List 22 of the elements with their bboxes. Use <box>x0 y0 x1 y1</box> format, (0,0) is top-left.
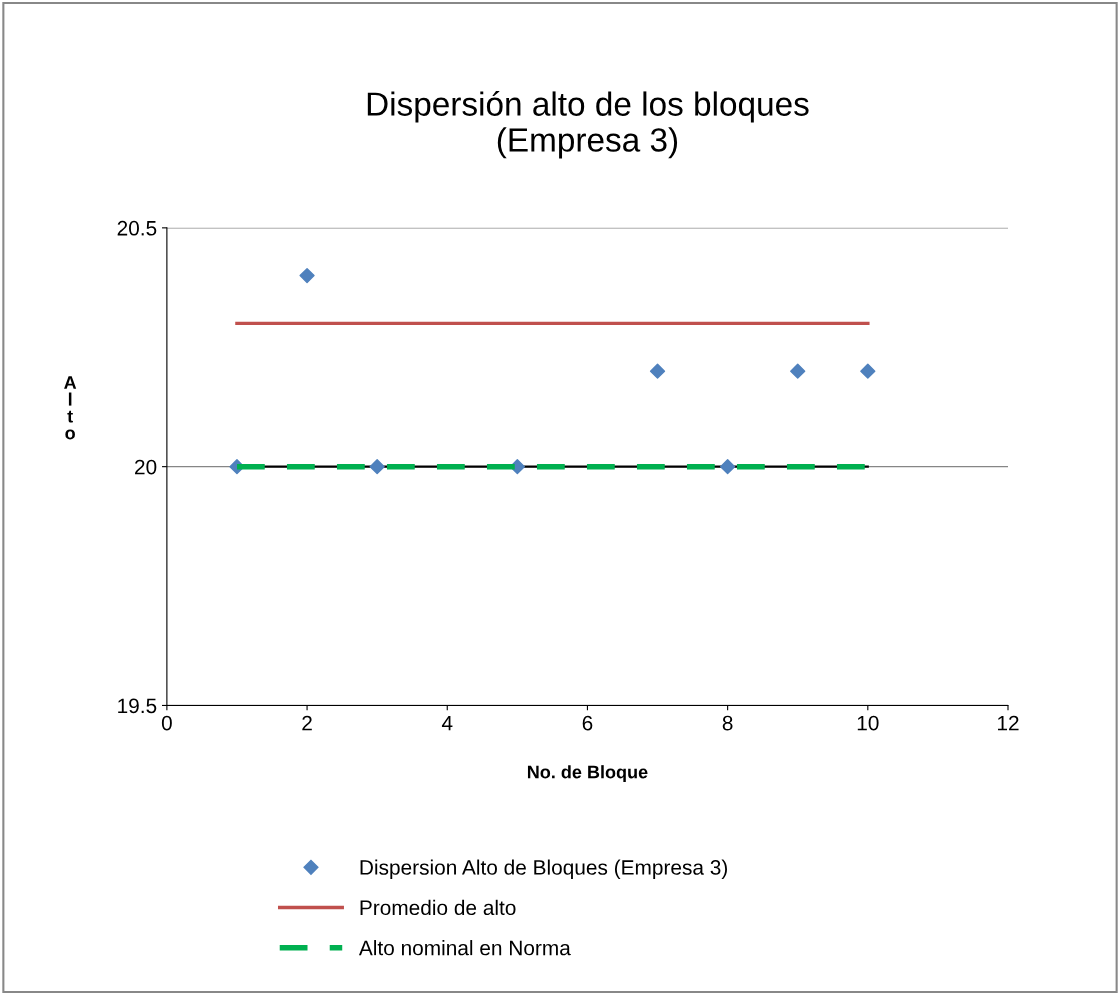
y-tick-label: 20 <box>135 459 157 475</box>
y-tick-label: 19.5 <box>118 698 157 714</box>
y-tick-label: 20.5 <box>117 220 157 236</box>
point <box>369 459 385 475</box>
x-tick-label: 4 <box>441 715 453 731</box>
x-tick-label: 0 <box>161 715 172 731</box>
x-tick-label: 6 <box>582 715 593 731</box>
x-tick-label: 10 <box>857 715 879 731</box>
point <box>790 363 806 379</box>
x-tick-label: 12 <box>998 715 1019 731</box>
legend-label: Dispersion Alto de Bloques (Empresa 3) <box>360 859 727 879</box>
legend-label: Promedio de alto <box>360 899 516 916</box>
x-axis-title: No. de Bloque <box>527 765 648 782</box>
point <box>719 459 736 475</box>
point <box>860 363 876 379</box>
chart-title: Dispersión alto de los bloques (Empresa 3) <box>367 91 809 159</box>
x-tick-label: 8 <box>722 715 733 731</box>
y-axis-title: Alto <box>64 376 77 440</box>
x-tick-label: 2 <box>302 715 312 731</box>
legend-label: Alto nominal en Norma <box>358 940 571 956</box>
point <box>649 363 666 379</box>
point <box>299 267 315 284</box>
